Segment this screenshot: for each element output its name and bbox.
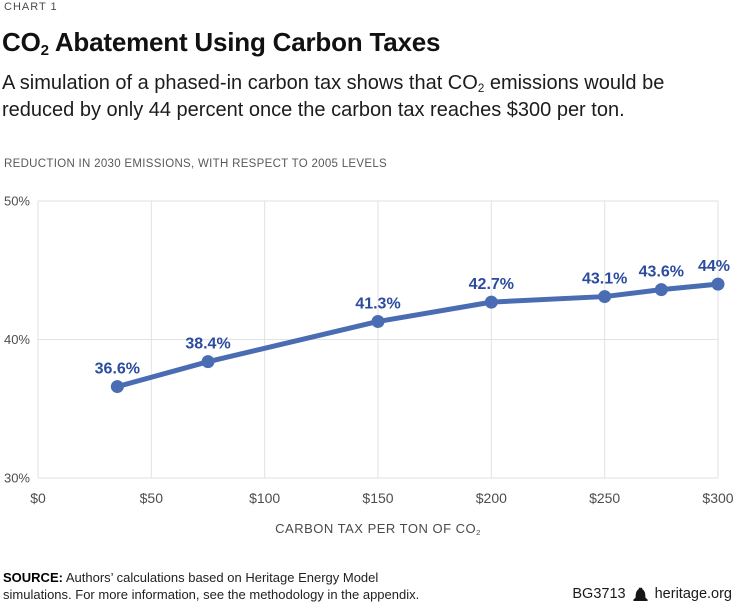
data-point — [711, 277, 725, 291]
data-point — [484, 295, 498, 309]
data-point-label: 43.1% — [582, 271, 627, 288]
data-point-label: 38.4% — [185, 336, 230, 353]
x-axis-title-text: CARBON TAX PER TON OF CO — [275, 521, 477, 536]
x-axis-title: CARBON TAX PER TON OF CO2 — [22, 521, 734, 536]
x-tick-label: $150 — [362, 490, 393, 506]
x-tick-label: $200 — [476, 490, 507, 506]
chart-title-text: CO — [2, 27, 41, 57]
data-point-label: 42.7% — [469, 276, 514, 293]
subtitle-rest: emissions would be reduced by only 44 pe… — [2, 72, 665, 121]
data-point-label: 43.6% — [639, 264, 684, 281]
source-note: SOURCE: Authors’ calculations based on H… — [3, 570, 523, 603]
chart-subtitle: A simulation of a phased-in carbon tax s… — [2, 70, 734, 124]
x-tick-label: $300 — [702, 490, 733, 506]
site-text: heritage.org — [654, 586, 732, 602]
y-tick-label: 40% — [4, 332, 30, 347]
liberty-bell-icon — [632, 587, 649, 602]
data-point — [654, 283, 668, 297]
y-axis-description: REDUCTION IN 2030 EMISSIONS, WITH RESPEC… — [4, 158, 387, 170]
source-text: Authors’ calculations based on Heritage … — [3, 570, 420, 602]
subtitle-subscript: 2 — [477, 82, 485, 96]
x-tick-label: $50 — [140, 490, 164, 506]
x-tick-label: $100 — [249, 490, 280, 506]
data-point-label: 36.6% — [95, 361, 140, 378]
data-point — [201, 355, 215, 369]
doc-id: BG3713 — [572, 586, 626, 602]
subtitle-text: A simulation of a phased-in carbon tax s… — [2, 72, 478, 94]
y-tick-label: 50% — [4, 194, 30, 209]
data-point — [371, 314, 385, 328]
chart-title-subscript: 2 — [40, 42, 49, 60]
line-chart: 30% 40% 50% $0 $50 $100 $150 $200 $250 $300 36.6% 3… — [4, 194, 734, 507]
x-axis-title-subscript: 2 — [476, 528, 481, 538]
chart-title: CO2 Abatement Using Carbon Taxes — [2, 27, 440, 58]
y-tick-label: 30% — [4, 471, 30, 486]
chart-number-label: CHART 1 — [4, 1, 58, 13]
x-tick-label: $250 — [589, 490, 620, 506]
source-label: SOURCE: — [3, 570, 63, 585]
data-point — [598, 290, 612, 304]
chart-title-rest: Abatement Using Carbon Taxes — [48, 27, 441, 57]
footer-brand: BG3713 heritage.org — [572, 586, 732, 602]
data-point-label: 41.3% — [355, 295, 400, 312]
x-tick-label: $0 — [30, 490, 46, 506]
data-point — [110, 380, 124, 394]
data-point-label: 44% — [698, 258, 730, 275]
